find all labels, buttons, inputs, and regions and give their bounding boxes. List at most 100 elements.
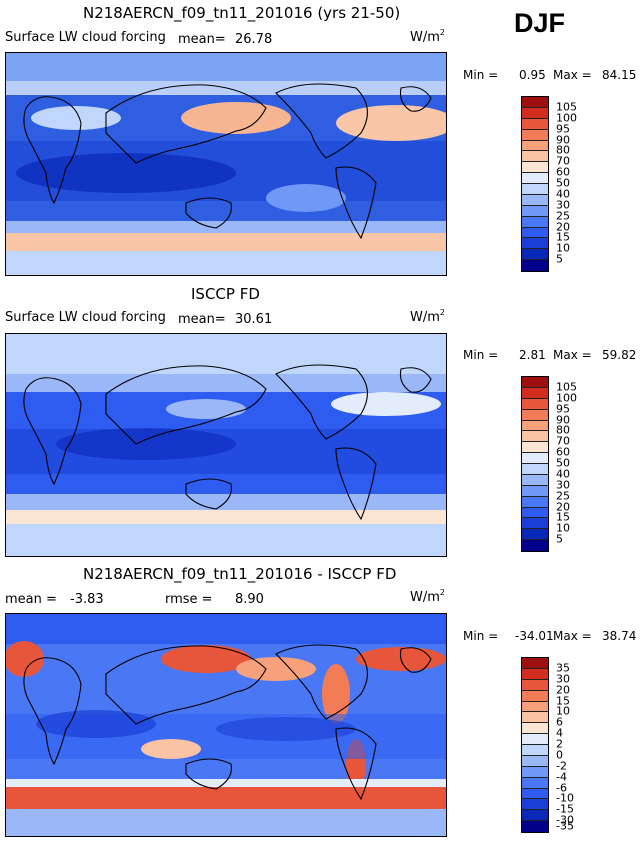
panel3-title: N218AERCN_f09_tn11_201016 - ISCCP FD bbox=[83, 565, 397, 583]
panel3-min-label: Min = bbox=[463, 629, 499, 643]
colorbar-tick-label: 70 bbox=[556, 434, 570, 448]
colorbar-swatch bbox=[522, 518, 548, 530]
colorbar-tick-label: -30 bbox=[556, 813, 574, 827]
colorbar-swatch bbox=[522, 260, 548, 271]
colorbar-tick-label: 20 bbox=[556, 500, 570, 513]
colorbar-tick-label: 90 bbox=[556, 133, 570, 146]
colorbar-swatch bbox=[522, 679, 548, 691]
colorbar-tick-label: 80 bbox=[556, 143, 570, 157]
panel1-min-label: Min = bbox=[463, 68, 499, 82]
colorbar-swatch bbox=[522, 668, 548, 680]
colorbar-tick-label: 30 bbox=[556, 672, 570, 686]
colorbar-tick-label: 10 bbox=[556, 241, 570, 255]
colorbar-swatch bbox=[522, 409, 548, 421]
panel3-colorbar bbox=[521, 657, 549, 833]
colorbar-swatch bbox=[522, 118, 548, 130]
colorbar-tick-label: 50 bbox=[556, 176, 570, 190]
colorbar-tick-label: 5 bbox=[556, 252, 563, 266]
colorbar-swatch bbox=[522, 431, 548, 443]
colorbar-swatch bbox=[522, 540, 548, 551]
panel1-units: W/m2 bbox=[410, 28, 445, 46]
colorbar-swatch bbox=[522, 496, 548, 508]
colorbar-swatch bbox=[522, 377, 548, 388]
colorbar-tick-label: 15 bbox=[556, 694, 570, 707]
colorbar-tick-label: -2 bbox=[556, 759, 567, 773]
panel2-min-label: Min = bbox=[463, 348, 499, 362]
colorbar-tick-label: 15 bbox=[556, 510, 570, 524]
colorbar-swatch bbox=[522, 140, 548, 152]
panel2-colorbar bbox=[521, 376, 549, 552]
colorbar-tick-label: 35 bbox=[556, 661, 570, 675]
colorbar-swatch bbox=[522, 151, 548, 163]
colorbar-swatch bbox=[522, 723, 548, 735]
panel1-colorbar bbox=[521, 96, 549, 272]
colorbar-swatch bbox=[522, 227, 548, 239]
colorbar-tick-label: -4 bbox=[556, 770, 567, 784]
colorbar-swatch bbox=[522, 658, 548, 669]
colorbar-swatch bbox=[522, 107, 548, 119]
colorbar-tick-label: 105 bbox=[556, 100, 577, 114]
panel3-map bbox=[5, 613, 447, 837]
colorbar-swatch bbox=[522, 162, 548, 174]
colorbar-swatch bbox=[522, 712, 548, 724]
colorbar-swatch bbox=[522, 464, 548, 475]
colorbar-tick-label: 10 bbox=[556, 704, 570, 718]
colorbar-tick-label: -6 bbox=[556, 781, 567, 794]
colorbar-tick-label: 6 bbox=[556, 715, 563, 729]
colorbar-tick-label: -35 bbox=[556, 819, 574, 833]
colorbar-tick-label: 40 bbox=[556, 467, 570, 481]
panel2-max-value: 59.82 bbox=[602, 348, 637, 362]
colorbar-tick-label: 5 bbox=[556, 532, 563, 546]
colorbar-swatch bbox=[522, 745, 548, 756]
panel3-max-value: 38.74 bbox=[602, 629, 637, 643]
colorbar-tick-label: 80 bbox=[556, 423, 570, 437]
colorbar-tick-label: 105 bbox=[556, 380, 577, 394]
colorbar-tick-label: 4 bbox=[556, 726, 563, 740]
colorbar-swatch bbox=[522, 216, 548, 228]
colorbar-swatch bbox=[522, 205, 548, 217]
panel2-mean-label: mean= bbox=[178, 312, 226, 327]
colorbar-swatch bbox=[522, 529, 548, 541]
colorbar-swatch bbox=[522, 810, 548, 822]
colorbar-tick-label: 0 bbox=[556, 748, 563, 762]
colorbar-tick-label: 30 bbox=[556, 198, 570, 212]
panel3-units: W/m2 bbox=[410, 588, 445, 606]
panel2-max-label: Max = bbox=[553, 348, 592, 362]
colorbar-swatch bbox=[522, 194, 548, 206]
colorbar-tick-label: 20 bbox=[556, 683, 570, 697]
colorbar-tick-label: 30 bbox=[556, 478, 570, 492]
colorbar-tick-label: 100 bbox=[556, 111, 577, 125]
panel1-mean-value: 26.78 bbox=[235, 32, 273, 47]
colorbar-swatch bbox=[522, 184, 548, 195]
panel3-rmse-label: rmse = bbox=[165, 592, 213, 607]
colorbar-tick-label: 60 bbox=[556, 445, 570, 459]
colorbar-swatch bbox=[522, 398, 548, 410]
panel2-map bbox=[5, 333, 447, 557]
panel2-units: W/m2 bbox=[410, 308, 445, 326]
colorbar-tick-label: 50 bbox=[556, 456, 570, 470]
season-label: DJF bbox=[514, 8, 566, 38]
colorbar-tick-label: 70 bbox=[556, 154, 570, 168]
panel2-field-label: Surface LW cloud forcing bbox=[5, 310, 166, 325]
panel1-min-value: 0.95 bbox=[519, 68, 546, 82]
colorbar-swatch bbox=[522, 777, 548, 789]
colorbar-tick-label: 20 bbox=[556, 220, 570, 233]
colorbar-swatch bbox=[522, 766, 548, 778]
panel1-map bbox=[5, 52, 447, 276]
colorbar-swatch bbox=[522, 788, 548, 800]
colorbar-swatch bbox=[522, 97, 548, 108]
colorbar-swatch bbox=[522, 474, 548, 486]
colorbar-swatch bbox=[522, 821, 548, 832]
panel1-title: N218AERCN_f09_tn11_201016 (yrs 21-50) bbox=[83, 4, 401, 22]
panel2-min-value: 2.81 bbox=[519, 348, 546, 362]
colorbar-tick-label: 15 bbox=[556, 230, 570, 244]
colorbar-swatch bbox=[522, 701, 548, 713]
panel3-max-label: Max = bbox=[553, 629, 592, 643]
colorbar-tick-label: -10 bbox=[556, 791, 574, 805]
colorbar-tick-label: 90 bbox=[556, 413, 570, 426]
colorbar-swatch bbox=[522, 442, 548, 454]
colorbar-tick-label: 95 bbox=[556, 402, 570, 416]
panel3-mean-label: mean = bbox=[5, 592, 57, 607]
colorbar-tick-label: 100 bbox=[556, 391, 577, 405]
panel2-mean-value: 30.61 bbox=[235, 312, 273, 327]
